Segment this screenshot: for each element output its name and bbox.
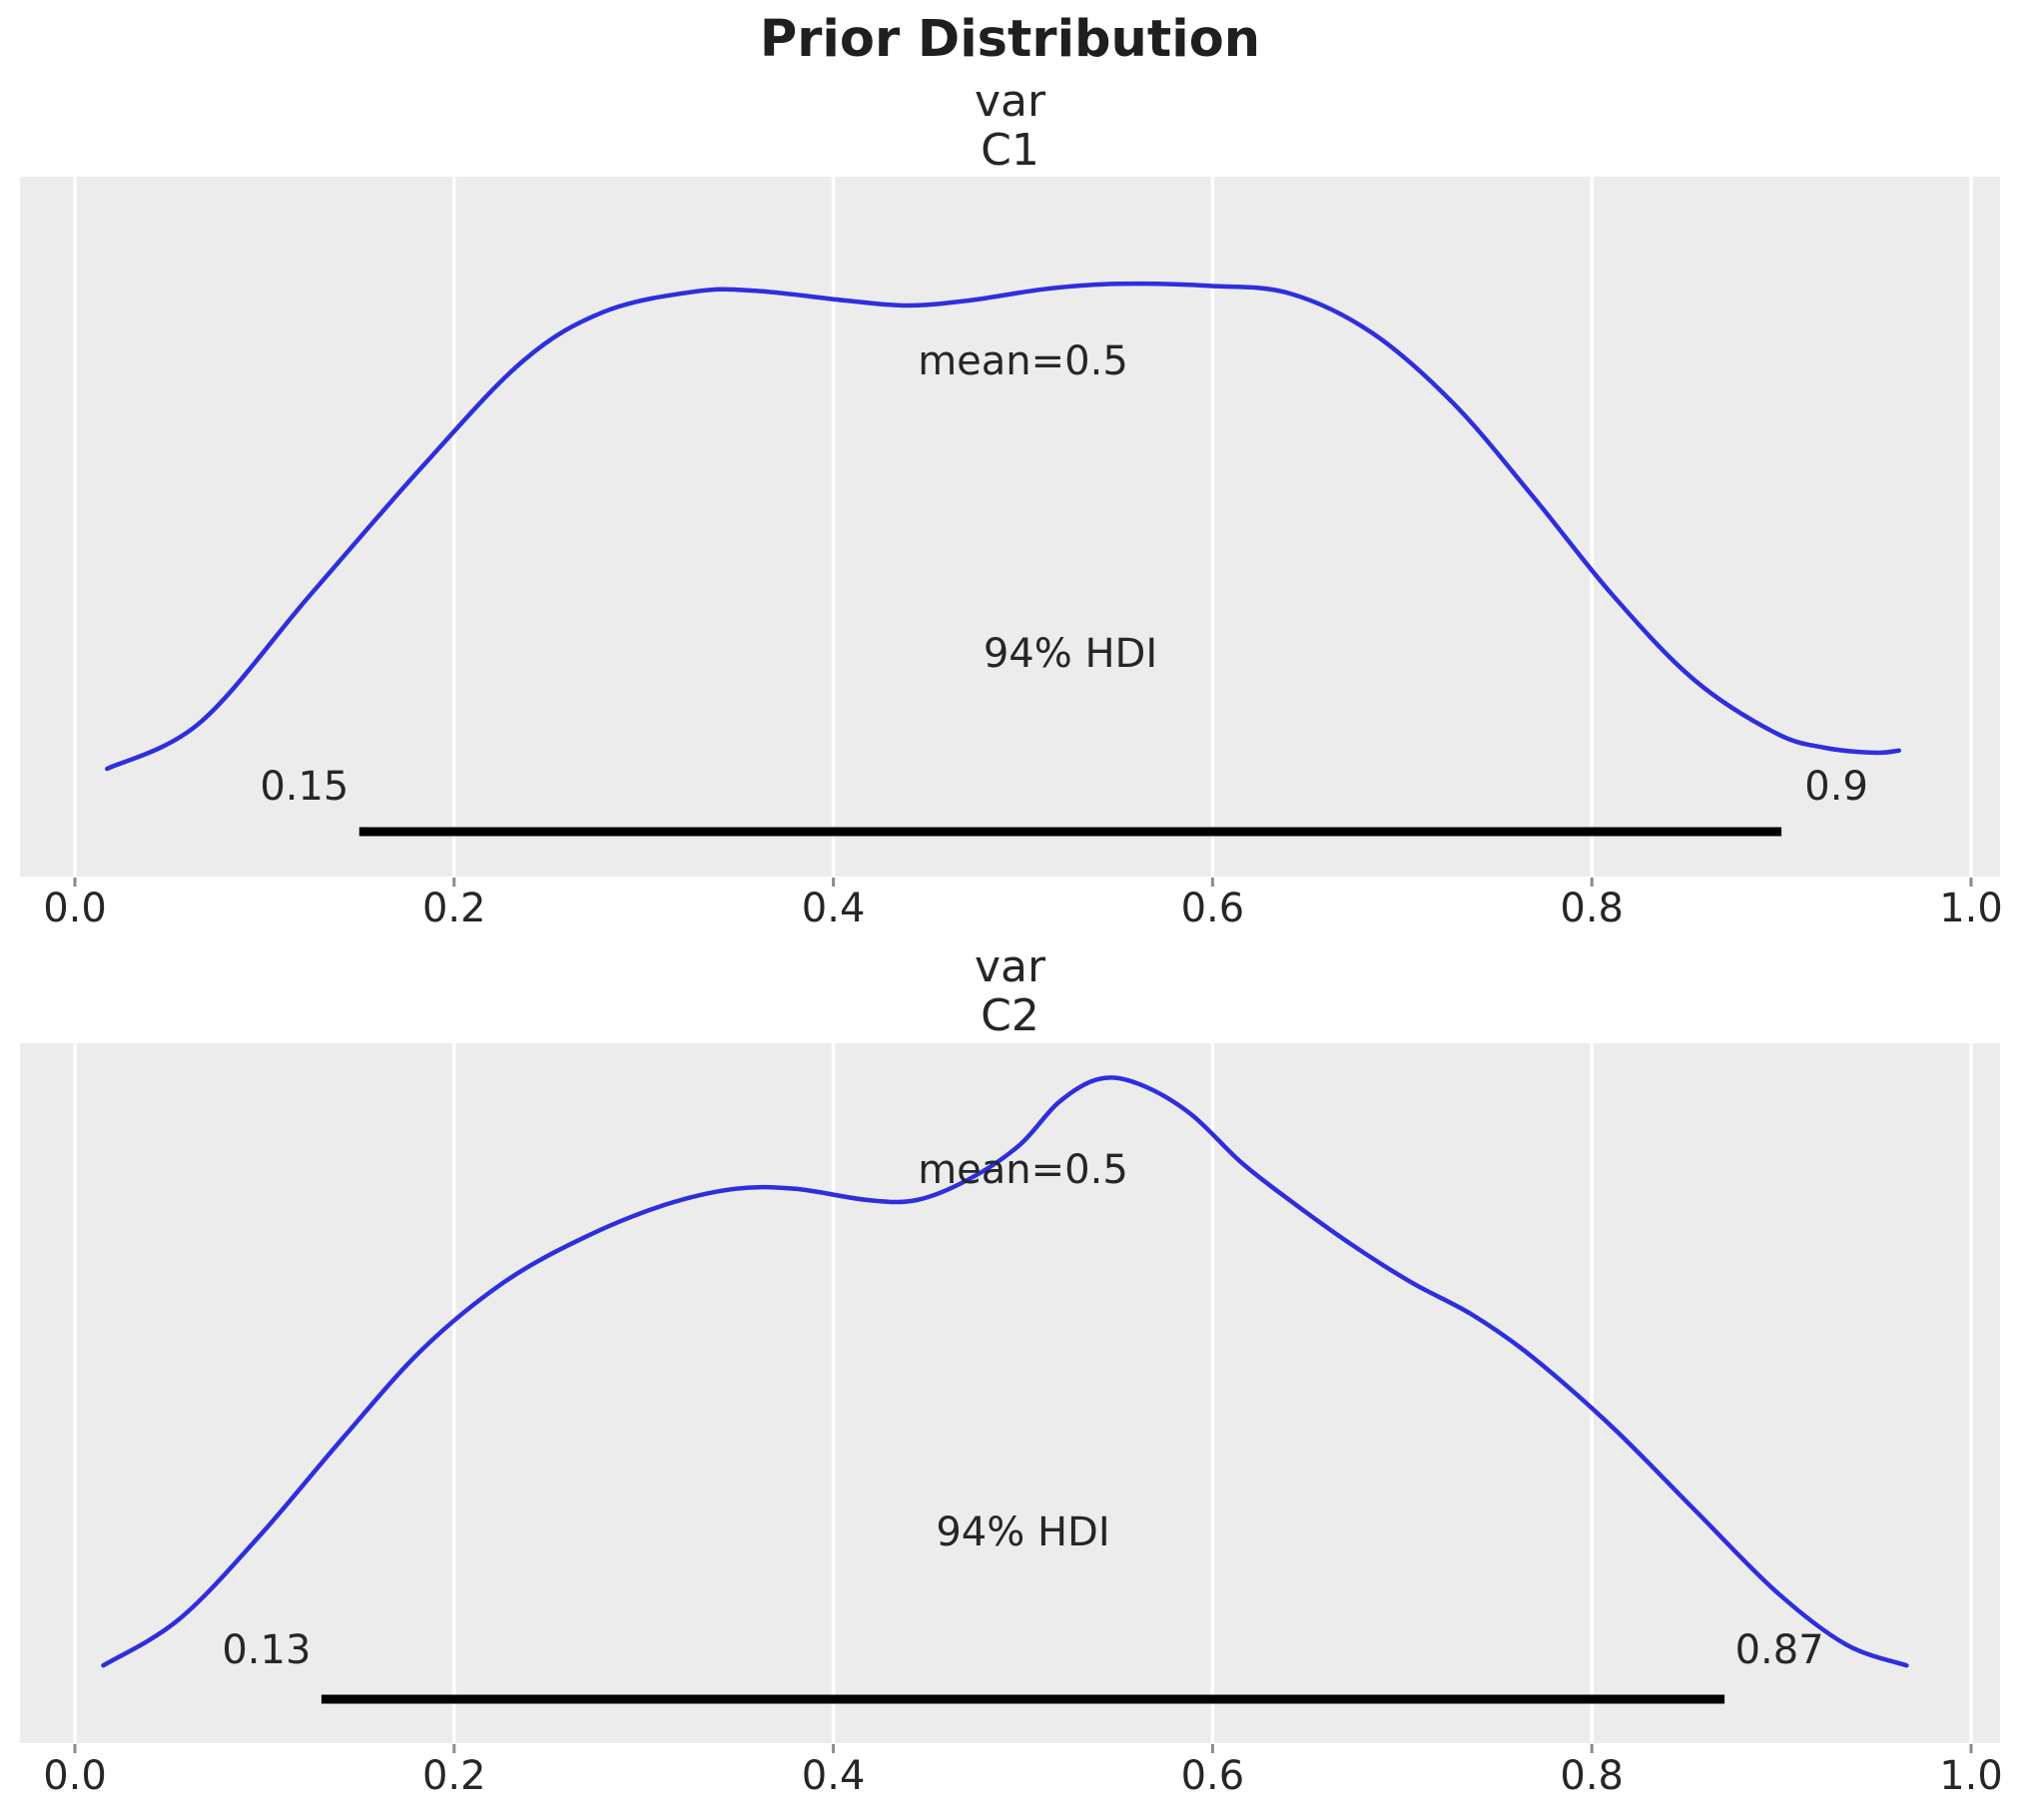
- x-tick-label: 0.6: [1180, 886, 1245, 931]
- kde-plot-svg-c2: [73, 1043, 1973, 1753]
- subplot-title-coord: C1: [981, 125, 1039, 176]
- x-axis-c1: 0.0 0.2 0.4 0.6 0.8 1.0: [20, 886, 2003, 931]
- kde-curve: [101, 1075, 1909, 1668]
- x-tick-label: 0.4: [801, 1753, 866, 1799]
- x-tick-label: 0.8: [1560, 886, 1624, 931]
- hdi-label: 94% HDI: [983, 631, 1158, 677]
- subplot-title-var: var: [974, 76, 1046, 127]
- subplot-title-c2: var C2: [20, 942, 2000, 1040]
- x-tick-label: 0.0: [43, 886, 107, 931]
- x-tick-label: 1.0: [1939, 886, 2003, 931]
- x-tick-label: 0.8: [1560, 1753, 1624, 1799]
- x-tick-label: 0.2: [421, 886, 486, 931]
- hdi-lower-value: 0.13: [222, 1627, 312, 1673]
- hdi-upper-value: 0.9: [1804, 764, 1868, 810]
- x-tick-label: 0.4: [801, 886, 866, 931]
- mean-annotation: mean=0.5: [918, 338, 1128, 384]
- hdi-lower-value: 0.15: [260, 764, 349, 810]
- plot-area-c1: mean=0.5 94% HDI 0.15 0.9: [20, 177, 2000, 887]
- subplot-title-coord: C2: [981, 990, 1039, 1041]
- x-tick-label: 1.0: [1939, 1753, 2003, 1799]
- kde-plot-svg-c1: [73, 177, 1973, 887]
- x-tick-label: 0.0: [43, 1753, 107, 1799]
- subplot-title-c1: var C1: [20, 77, 2000, 175]
- hdi-upper-value: 0.87: [1734, 1627, 1824, 1673]
- hdi-label: 94% HDI: [936, 1510, 1110, 1555]
- x-axis-c2: 0.0 0.2 0.4 0.6 0.8 1.0: [20, 1753, 2003, 1799]
- subplot-title-var: var: [974, 941, 1046, 992]
- plot-area-c2: mean=0.5 94% HDI 0.13 0.87: [20, 1043, 2000, 1753]
- kde-curve: [105, 281, 1902, 772]
- x-tick-label: 0.6: [1180, 1753, 1245, 1799]
- mean-annotation: mean=0.5: [918, 1147, 1128, 1193]
- x-tick-label: 0.2: [421, 1753, 486, 1799]
- figure-title: Prior Distribution: [759, 10, 1261, 69]
